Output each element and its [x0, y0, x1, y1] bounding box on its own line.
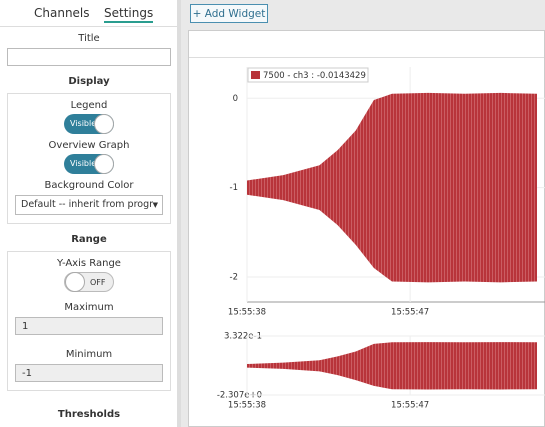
label: Overview Graph — [48, 140, 130, 151]
x-tick-label: 15:55:47 — [391, 401, 429, 411]
x-tick-label: 15:55:38 — [228, 401, 266, 411]
toggle-text: Visible — [70, 159, 97, 168]
label: Maximum — [64, 302, 114, 313]
tabs: Channels Settings — [0, 0, 178, 27]
knob — [94, 154, 114, 174]
heading: Display — [68, 76, 110, 87]
toggle-text: Visible — [70, 119, 97, 128]
toggle-text: OFF — [90, 278, 106, 287]
caret: ▼ — [152, 201, 158, 209]
select-value: Default -- inherit from progr — [21, 199, 154, 210]
y-tick-label: 0 — [233, 94, 238, 104]
legend-box — [247, 67, 369, 83]
waveform — [247, 92, 537, 283]
toggle[interactable]: OFF — [64, 272, 114, 292]
add-widget-button[interactable]: + Add Widget — [190, 4, 268, 23]
x-tick-label: 15:55:47 — [391, 308, 429, 318]
label: Background Color — [44, 180, 134, 191]
x-tick-label: 15:55:38 — [228, 308, 266, 318]
label: Legend — [70, 100, 108, 111]
text-input[interactable]: -1 — [15, 364, 163, 382]
sidebar: Channels Settings Title Display Legend V… — [0, 0, 178, 427]
divider — [189, 57, 544, 58]
label: Y-Axis Range — [57, 258, 121, 269]
group: Legend Visible Overview Graph Visible Ba… — [7, 93, 171, 224]
toggle[interactable]: Visible — [64, 114, 114, 134]
toggle[interactable]: Visible — [64, 154, 114, 174]
legend-text: 7500 - ch3 : -0.0143429 — [263, 71, 366, 81]
waveform — [247, 342, 537, 390]
tab[interactable]: Settings — [104, 6, 154, 23]
label: Title — [78, 33, 100, 44]
y-tick-label: -1 — [230, 183, 238, 193]
knob — [94, 114, 114, 134]
y-tick-label: 3.322e-1 — [224, 332, 262, 342]
y-tick-label: -2.307e+0 — [217, 391, 262, 401]
scrollbar[interactable] — [177, 0, 181, 427]
heading: Range — [71, 234, 107, 245]
text-input[interactable]: 1 — [15, 317, 163, 335]
label: Minimum — [65, 349, 113, 360]
group: Y-Axis Range OFF Maximum 1 Minimum -1 — [7, 251, 171, 391]
heading: Thresholds — [57, 409, 121, 420]
legend-swatch — [251, 71, 260, 79]
knob — [65, 272, 85, 292]
y-tick-label: -2 — [230, 272, 238, 282]
tab[interactable]: Channels — [34, 6, 90, 20]
select[interactable]: Default -- inherit from progr ▼ — [15, 195, 163, 215]
text-input[interactable] — [7, 48, 171, 66]
